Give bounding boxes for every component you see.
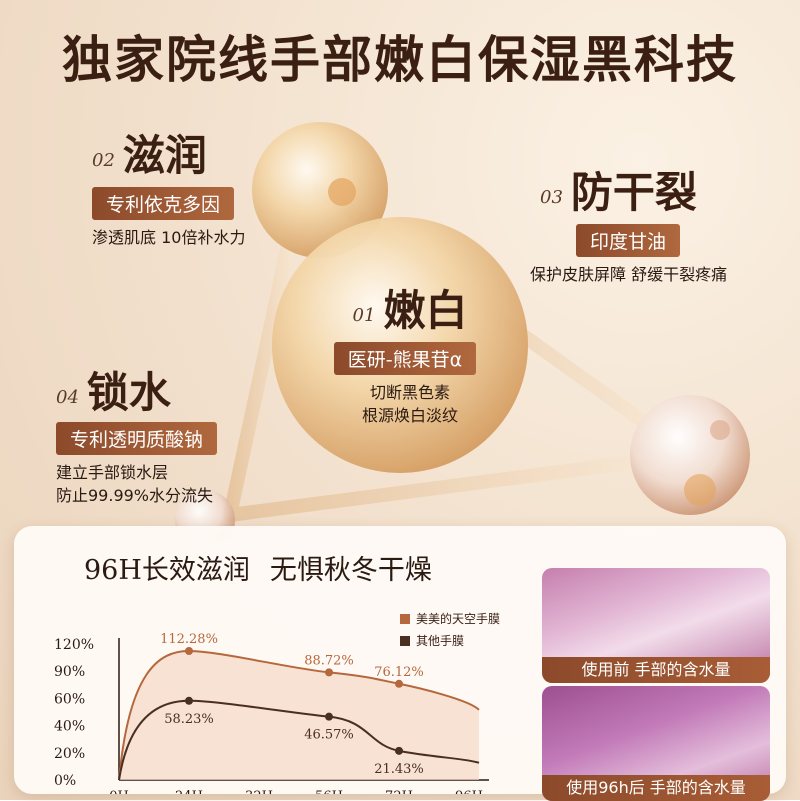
feature-number: 01 bbox=[352, 305, 376, 326]
series-1-point bbox=[325, 668, 333, 677]
x-tick-label: 32H bbox=[245, 789, 273, 794]
legend-label: 其他手膜 bbox=[416, 634, 465, 648]
page-title: 独家院线手部嫩白保湿黑科技 bbox=[62, 30, 738, 89]
y-tick-label: 40% bbox=[54, 719, 85, 735]
feature-tag: 印度甘油 bbox=[576, 224, 681, 257]
feature-whitening: 01 嫩白 医研-熊果苷α 切断黑色素 根源焕白淡纹 bbox=[330, 290, 490, 427]
feature-water-lock: 04 锁水 专利透明质酸钠 建立手部锁水层 防止99.99%水分流失 bbox=[56, 368, 218, 507]
feature-number: 04 bbox=[56, 387, 79, 408]
series-1-data-label: 88.72% bbox=[304, 653, 354, 668]
feature-line: 切断黑色素 bbox=[369, 383, 450, 402]
y-tick-label: 20% bbox=[54, 746, 85, 762]
series-2-data-label: 21.43% bbox=[374, 762, 424, 777]
feature-line: 保护皮肤屏障 舒缓干裂疼痛 bbox=[530, 265, 728, 284]
feature-line: 防止99.99%水分流失 bbox=[56, 486, 214, 506]
x-tick-label: 24H bbox=[175, 789, 203, 794]
series-2-data-label: 58.23% bbox=[164, 712, 214, 727]
chart-title-b: 无惧秋冬干燥 bbox=[269, 555, 432, 586]
feature-name: 嫩白 bbox=[383, 286, 468, 335]
photo-after: 使用96h后 手部的含水量 bbox=[542, 686, 770, 801]
series-2-data-label: 46.57% bbox=[304, 728, 354, 743]
feature-line: 渗透肌底 10倍补水力 bbox=[92, 228, 246, 247]
legend-item: 其他手膜 bbox=[400, 632, 500, 649]
series-2-point bbox=[325, 712, 333, 721]
chart-panel-title: 96H长效滋润 无惧秋冬干燥 bbox=[84, 548, 432, 587]
chart-title-a: 96H长效滋润 bbox=[84, 555, 250, 586]
legend-label: 美美的天空手膜 bbox=[416, 612, 501, 626]
sphere-top bbox=[252, 122, 388, 258]
series-1-point bbox=[395, 679, 403, 688]
y-tick-label: 120% bbox=[54, 637, 94, 653]
y-tick-label: 90% bbox=[54, 664, 85, 680]
feature-number: 03 bbox=[540, 187, 563, 208]
feature-tag: 医研-熊果苷α bbox=[333, 342, 477, 375]
chart-panel: 96H长效滋润 无惧秋冬干燥 美美的天空手膜 其他手膜 0% 20% 40% 60% 90… bbox=[14, 526, 786, 801]
line-chart: 0% 20% 40% 60% 90% 120% 0H 24H 32H 56H 72H 96H 112.2… bbox=[54, 632, 489, 794]
feature-tag: 专利依克多因 bbox=[92, 187, 235, 220]
x-tick-label: 72H bbox=[385, 789, 413, 794]
feature-tag: 专利透明质酸钠 bbox=[56, 422, 218, 455]
photo-after-caption: 使用96h后 手部的含水量 bbox=[542, 775, 770, 801]
legend-item: 美美的天空手膜 bbox=[400, 610, 500, 627]
series-1-data-label: 76.12% bbox=[374, 665, 424, 680]
photo-before: 使用前 手部的含水量 bbox=[542, 568, 770, 683]
feature-name: 防干裂 bbox=[570, 168, 697, 217]
series-2-line bbox=[118, 699, 480, 781]
x-tick-label: 96H bbox=[455, 789, 483, 794]
x-tick-label: 56H bbox=[315, 789, 343, 794]
y-tick-label: 0% bbox=[54, 773, 76, 789]
feature-name: 锁水 bbox=[86, 368, 171, 417]
feature-number: 02 bbox=[92, 150, 115, 171]
chart-legend: 美美的天空手膜 其他手膜 bbox=[400, 610, 500, 654]
series-1-line bbox=[118, 649, 480, 781]
series-2-point bbox=[185, 696, 193, 705]
feature-line: 根源焕白淡纹 bbox=[361, 406, 458, 426]
x-tick-label: 0H bbox=[109, 789, 129, 794]
series-1-point bbox=[185, 646, 193, 655]
feature-anti-crack: 03 防干裂 印度甘油 保护皮肤屏障 舒缓干裂疼痛 bbox=[530, 168, 727, 286]
feature-moisturizing: 02 滋润 专利依克多因 渗透肌底 10倍补水力 bbox=[92, 135, 245, 249]
photo-before-caption: 使用前 手部的含水量 bbox=[542, 657, 770, 683]
feature-line: 建立手部锁水层 bbox=[56, 463, 169, 482]
series-1-data-label: 112.28% bbox=[160, 632, 218, 647]
series-2-point bbox=[395, 746, 403, 755]
feature-name: 滋润 bbox=[122, 131, 207, 180]
y-tick-label: 60% bbox=[54, 691, 85, 707]
